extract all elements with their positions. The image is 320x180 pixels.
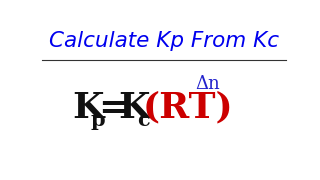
Text: Calculate Kp From Kc: Calculate Kp From Kc (49, 31, 279, 51)
Text: K: K (72, 91, 104, 125)
Text: (RT): (RT) (143, 91, 234, 125)
Text: c: c (137, 110, 149, 130)
Text: K: K (118, 91, 150, 125)
Text: p: p (91, 110, 106, 130)
Text: =: = (98, 91, 129, 125)
Text: Δn: Δn (195, 75, 220, 93)
